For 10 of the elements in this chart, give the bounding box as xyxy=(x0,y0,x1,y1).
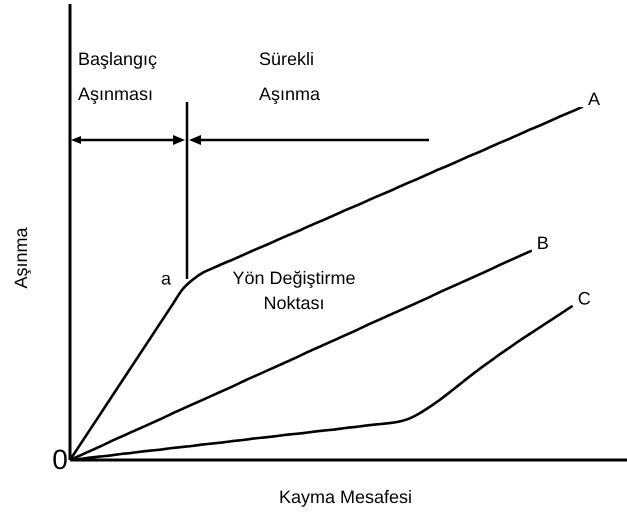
x-axis-title: Kayma Mesafesi xyxy=(278,487,412,507)
series-label: B xyxy=(536,233,549,254)
annotation: 0 xyxy=(52,444,68,476)
text: Sürekli Aşınma xyxy=(259,48,322,106)
series-label: A xyxy=(588,89,600,109)
annotation: Yön Değiştirme Noktası xyxy=(231,267,357,315)
annotation: a xyxy=(160,268,172,290)
y-axis-title: Aşınma xyxy=(11,226,31,289)
series-label: C xyxy=(578,288,591,308)
text: Başlangıç Aşınması xyxy=(78,48,158,106)
